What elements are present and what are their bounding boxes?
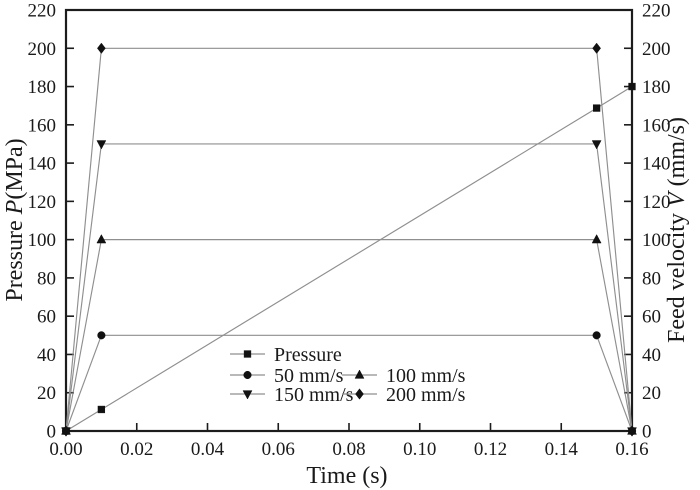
y-tick-label-right: 220 — [642, 1, 671, 22]
x-tick-label: 0.16 — [615, 439, 648, 460]
y-tick-label-right: 60 — [642, 307, 661, 328]
marker-circle-legend — [243, 370, 252, 380]
x-tick-label: 0.06 — [262, 439, 295, 460]
legend-item-100-mm-s: 100 mm/s — [342, 365, 466, 387]
y-axis-title-right: Feed velocity V (mm/s) — [664, 117, 690, 343]
y-tick-label-right: 20 — [642, 383, 661, 404]
y-tick-label-left: 140 — [28, 154, 57, 175]
y-tick-label-left: 220 — [28, 1, 57, 22]
y-tick-label-right: 100 — [642, 230, 671, 251]
y-tick-label-left: 100 — [28, 230, 57, 251]
marker-triangle-up-100-mm-s — [591, 234, 602, 244]
x-tick-label: 0.00 — [49, 439, 82, 460]
legend-label: 100 mm/s — [386, 365, 466, 387]
x-tick-label: 0.12 — [474, 439, 507, 460]
legend-item-50-mm-s: 50 mm/s — [230, 365, 344, 387]
marker-circle-50-mm-s — [97, 331, 106, 340]
x-tick-label: 0.14 — [545, 439, 579, 460]
marker-square-legend — [243, 350, 252, 358]
legend-label: 50 mm/s — [274, 365, 344, 387]
x-tick-label: 0.04 — [191, 439, 225, 460]
y-axis-title-left: Pressure P(MPa) — [2, 138, 28, 301]
y-tick-label-right: 140 — [642, 154, 671, 175]
marker-triangle-up-legend — [354, 369, 365, 379]
legend-label: 150 mm/s — [274, 384, 354, 406]
x-tick-label: 0.08 — [332, 439, 365, 460]
y-tick-label-right: 40 — [642, 345, 661, 366]
y-tick-label-left: 160 — [28, 115, 57, 136]
y-tick-label-left: 200 — [28, 39, 57, 60]
marker-diamond-200-mm-s — [627, 425, 637, 437]
marker-diamond-200-mm-s — [61, 425, 71, 437]
series-line-50-mm-s — [65, 334, 633, 432]
y-tick-label-right: 80 — [642, 268, 661, 289]
legend-item-200-mm-s: 200 mm/s — [342, 384, 466, 406]
y-tick-label-left: 80 — [37, 268, 56, 289]
y-tick-label-right: 160 — [642, 115, 671, 136]
marker-square-pressure — [628, 82, 636, 91]
legend-label: Pressure — [274, 344, 342, 366]
y-tick-label-right: 200 — [642, 39, 671, 60]
y-tick-label-left: 120 — [28, 192, 57, 213]
series-pressure — [62, 82, 636, 435]
series-line-pressure — [65, 86, 633, 432]
series-line-100-mm-s — [65, 239, 633, 432]
series-line-150-mm-s — [65, 143, 633, 432]
y-axis-right: 0 20 40 60 80 100 120 140 160 180 200 220 — [624, 1, 671, 443]
y-tick-label-right: 0 — [642, 422, 652, 443]
legend-item-150-mm-s: 150 mm/s — [230, 384, 354, 406]
y-tick-label-left: 60 — [37, 307, 56, 328]
x-tick-label: 0.10 — [403, 439, 436, 460]
series-200-mm-s — [61, 42, 637, 437]
marker-triangle-down-legend — [242, 390, 253, 400]
marker-diamond-legend — [355, 388, 364, 400]
y-tick-label-left: 40 — [37, 345, 56, 366]
y-tick-label-left: 20 — [37, 383, 56, 404]
marker-triangle-down-150-mm-s — [96, 140, 107, 150]
legend-label: 200 mm/s — [386, 384, 466, 406]
marker-square-pressure — [97, 405, 106, 414]
marker-triangle-up-100-mm-s — [96, 234, 107, 244]
x-tick-label: 0.02 — [120, 439, 153, 460]
plot-frame — [64, 8, 634, 433]
marker-diamond-200-mm-s — [97, 42, 106, 54]
x-axis-title: Time (s) — [306, 463, 387, 489]
marker-square-pressure — [592, 104, 601, 112]
marker-circle-50-mm-s — [592, 331, 601, 340]
y-tick-label-right: 120 — [642, 192, 671, 213]
series-line-200-mm-s — [65, 47, 633, 432]
marker-diamond-200-mm-s — [592, 42, 601, 54]
x-axis: 0.00 0.02 0.04 0.06 0.08 0.10 0.12 0.14 0.16 — [49, 423, 649, 460]
marker-triangle-down-150-mm-s — [591, 140, 602, 150]
y-tick-label-right: 180 — [642, 77, 671, 98]
y-tick-label-left: 180 — [28, 77, 57, 98]
legend-item-pressure: Pressure — [230, 344, 342, 366]
y-tick-label-left: 0 — [47, 422, 57, 443]
